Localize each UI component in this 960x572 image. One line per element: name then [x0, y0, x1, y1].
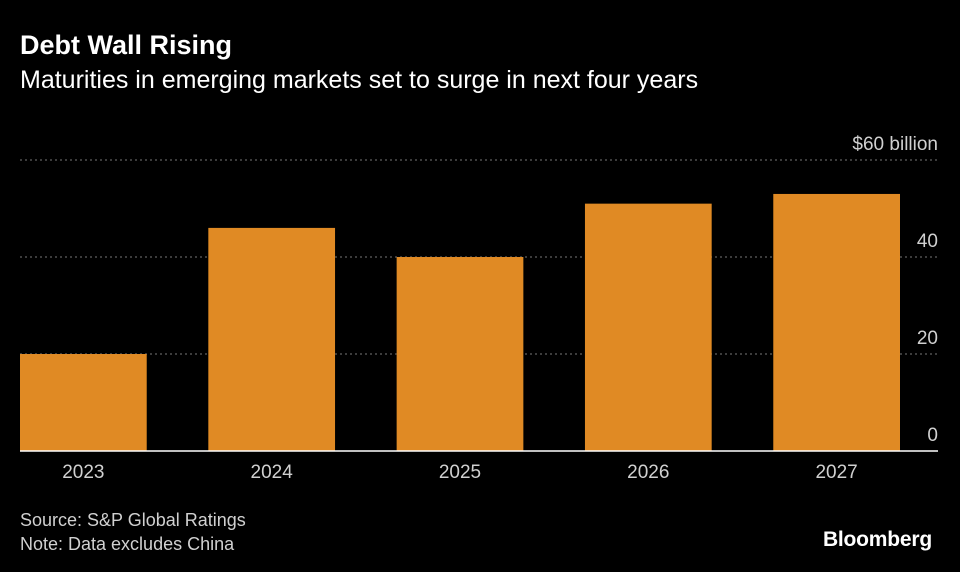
bar — [208, 227, 336, 451]
bar-chart: 0 20 40 $60 billion 2023 2024 2025 2026 2027 — [20, 134, 938, 483]
chart-title: Debt Wall Rising — [20, 30, 233, 60]
bar — [773, 193, 900, 451]
bloomberg-logo: Bloomberg — [822, 528, 932, 551]
x-tick-label: 2026 — [627, 462, 669, 483]
y-tick-label: 40 — [917, 231, 938, 252]
y-tick-label: 0 — [927, 425, 938, 446]
data-note: Note: Data excludes China — [20, 534, 235, 554]
source-note: Source: S&P Global Ratings — [20, 510, 246, 530]
chart-subtitle: Maturities in emerging markets set to su… — [20, 66, 699, 94]
x-tick-label: 2025 — [439, 462, 481, 483]
bar — [20, 354, 147, 451]
y-tick-label: 20 — [917, 328, 938, 349]
bar — [584, 203, 712, 451]
x-tick-label: 2027 — [815, 462, 857, 483]
x-tick-label: 2023 — [62, 462, 104, 483]
y-tick-label: $60 billion — [852, 134, 938, 155]
x-tick-label: 2024 — [251, 462, 294, 483]
bar — [396, 257, 524, 451]
